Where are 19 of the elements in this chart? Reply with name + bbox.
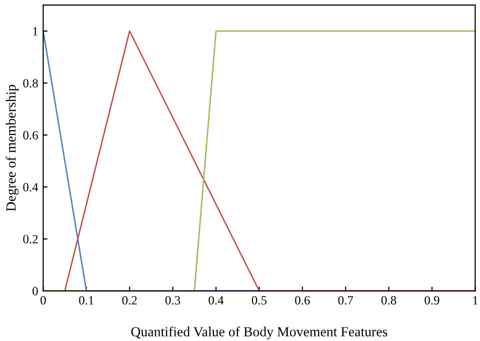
x-tick-label: 0.1 — [79, 296, 94, 305]
y-tick-label: 0.4 — [23, 182, 38, 192]
y-tick-label: 0.8 — [23, 79, 38, 88]
y-tick-label: 1 — [33, 27, 38, 36]
x-axis-title: Quantified Value of Body Movement Features — [131, 326, 388, 340]
y-axis-title: Degree of membership — [6, 84, 19, 212]
x-tick-label: 0 — [40, 296, 46, 305]
y-tick-label: 0 — [32, 286, 38, 296]
x-tick-label: 1 — [473, 296, 478, 304]
x-tick-label: 0.3 — [165, 296, 180, 305]
x-tick-label: 0.5 — [252, 296, 267, 305]
y-tick-label: 0.6 — [23, 131, 38, 140]
x-tick-label: 0.4 — [208, 296, 224, 305]
x-tick-label: 0.2 — [122, 296, 137, 305]
x-tick-label: 0.8 — [381, 296, 396, 305]
y-tick-label: 0.2 — [23, 234, 38, 244]
x-tick-label: 0.7 — [338, 296, 354, 305]
x-tick-label: 0.9 — [424, 296, 440, 305]
x-tick-label: 0.6 — [295, 296, 310, 305]
